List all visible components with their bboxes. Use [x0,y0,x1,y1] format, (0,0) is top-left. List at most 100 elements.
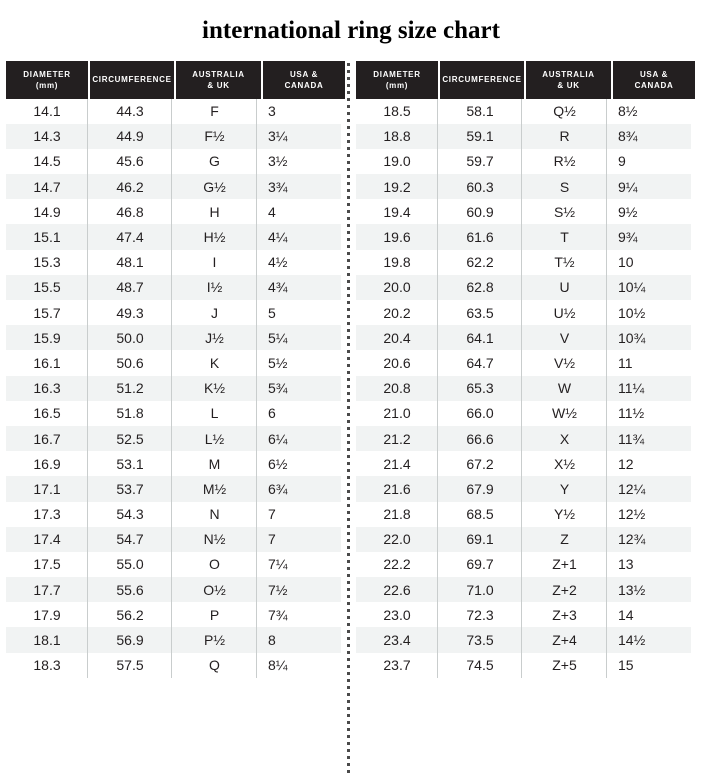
cell-circumference: 54.7 [88,526,172,553]
cell-diameter: 19.0 [356,148,438,175]
cell-diameter: 20.8 [356,375,438,401]
table-row: 22.2 69.7 Z+1 13 [356,551,691,578]
cell-circumference: 55.6 [88,577,172,603]
cell-australia-uk: I½ [172,274,257,301]
table-row: 18.1 56.9 P½ 8 [6,627,341,653]
cell-usa-canada: 10½ [618,304,646,321]
table-row: 21.4 67.2 X½ 12 [356,451,691,477]
column-header-usa-canada-sub: CANADA [634,80,674,90]
table-row: 20.0 62.8 U 10¼ [356,274,691,301]
cell-diameter: 16.5 [6,400,88,427]
cell-australia-uk: L½ [172,425,257,452]
left-table: DIAMETER (mm) CIRCUMFERENCE AUSTRALIA & … [6,60,345,679]
table-row: 17.4 54.7 N½ 7 [6,526,341,553]
cell-circumference: 73.5 [438,627,522,653]
cell-circumference: 58.1 [438,98,522,124]
cell-diameter: 18.8 [356,123,438,150]
table-row: 22.6 71.0 Z+2 13½ [356,577,691,603]
cell-usa-canada: 9¼ [618,178,638,195]
cell-diameter: 21.0 [356,400,438,427]
cell-australia-uk: K½ [172,375,257,401]
table-row: 21.0 66.0 W½ 11½ [356,400,691,427]
table-row: 14.1 44.3 F 3 [6,98,341,124]
cell-usa-canada: 6¾ [268,480,288,497]
column-header-circumference: CIRCUMFERENCE [90,60,174,99]
cell-australia-uk: Z [522,526,607,553]
cell-australia-uk: Z+3 [522,602,607,628]
column-header-circumference-label: CIRCUMFERENCE [442,75,522,84]
cell-australia-uk: Y½ [522,501,607,527]
table-row: 21.8 68.5 Y½ 12½ [356,501,691,527]
cell-diameter: 20.2 [356,300,438,326]
cell-australia-uk: V [522,325,607,351]
table-row: 23.4 73.5 Z+4 14½ [356,627,691,653]
column-header-usa-canada-sub: CANADA [284,80,324,90]
column-header-australia-uk-sub: & UK [557,80,580,90]
table-row: 19.2 60.3 S 9¼ [356,174,691,200]
cell-australia-uk: K [172,350,257,376]
cell-circumference: 51.8 [88,400,172,427]
table-row: 16.1 50.6 K 5½ [6,350,341,376]
cell-usa-canada: 8¾ [618,128,638,145]
cell-diameter: 16.7 [6,425,88,452]
cell-usa-canada: 11 [618,354,633,371]
cell-australia-uk: Y [522,476,607,502]
cell-usa-canada: 5¼ [268,329,288,346]
column-header-diameter: DIAMETER (mm) [6,60,88,99]
column-header-usa-canada: USA & CANADA [613,60,695,99]
column-header-diameter-sub: (mm) [385,80,409,90]
cell-australia-uk: T½ [522,249,607,276]
cell-usa-canada: 9½ [618,203,638,220]
cell-usa-canada: 7 [268,506,276,523]
page-title: international ring size chart [202,16,500,44]
cell-usa-canada: 8 [268,632,276,649]
cell-circumference: 56.2 [88,602,172,628]
table-row: 17.5 55.0 O 7¼ [6,551,341,578]
table-row: 18.3 57.5 Q 8¼ [6,652,341,679]
table-row: 14.9 46.8 H 4 [6,199,341,225]
cell-diameter: 19.8 [356,249,438,276]
cell-usa-canada: 9 [618,153,626,170]
cell-diameter: 16.3 [6,375,88,401]
cell-diameter: 20.4 [356,325,438,351]
table-row: 15.9 50.0 J½ 5¼ [6,325,341,351]
cell-australia-uk: S½ [522,199,607,225]
cell-diameter: 17.4 [6,526,88,553]
cell-usa-canada: 4½ [268,254,288,271]
cell-circumference: 46.8 [88,199,172,225]
cell-circumference: 62.2 [438,249,522,276]
cell-australia-uk: T [522,224,607,250]
cell-usa-canada: 8¼ [268,657,288,674]
cell-usa-canada: 5 [268,304,276,321]
column-header-diameter-label: DIAMETER [23,69,71,79]
cell-diameter: 14.1 [6,98,88,124]
cell-usa-canada: 13½ [618,581,646,598]
cell-australia-uk: S [522,174,607,200]
cell-circumference: 49.3 [88,300,172,326]
cell-australia-uk: Z+2 [522,577,607,603]
cell-circumference: 57.5 [88,652,172,679]
cell-usa-canada: 10¼ [618,279,646,296]
cell-circumference: 52.5 [88,425,172,452]
cell-usa-canada: 12 [618,455,634,472]
table-row: 15.3 48.1 I 4½ [6,249,341,276]
left-table-header-row: DIAMETER (mm) CIRCUMFERENCE AUSTRALIA & … [6,60,345,99]
cell-australia-uk: L [172,400,257,427]
cell-australia-uk: N [172,501,257,527]
cell-diameter: 15.7 [6,300,88,326]
cell-circumference: 50.0 [88,325,172,351]
cell-circumference: 69.7 [438,551,522,578]
table-row: 19.0 59.7 R½ 9 [356,148,691,175]
left-table-body: 14.1 44.3 F 3 14.3 44.9 F½ 3¼ 14.5 45.6 G 3½ 14.7 46.… [6,98,341,679]
cell-diameter: 14.7 [6,174,88,200]
cell-circumference: 68.5 [438,501,522,527]
table-row: 19.8 62.2 T½ 10 [356,249,691,276]
cell-diameter: 22.0 [356,526,438,553]
cell-australia-uk: Z+5 [522,652,607,679]
cell-usa-canada: 12¼ [618,480,646,497]
cell-circumference: 46.2 [88,174,172,200]
cell-diameter: 20.6 [356,350,438,376]
cell-diameter: 21.8 [356,501,438,527]
cell-australia-uk: X [522,425,607,452]
cell-usa-canada: 12¾ [618,531,646,548]
